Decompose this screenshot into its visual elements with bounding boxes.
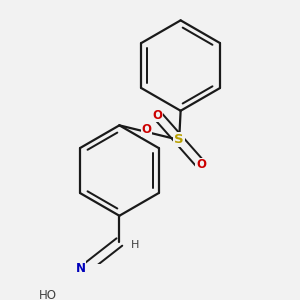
Text: O: O [141,123,152,136]
Text: O: O [152,109,162,122]
Text: S: S [174,134,184,146]
Text: HO: HO [39,290,57,300]
Text: O: O [196,158,206,171]
Text: H: H [131,240,140,250]
Text: N: N [76,262,86,275]
